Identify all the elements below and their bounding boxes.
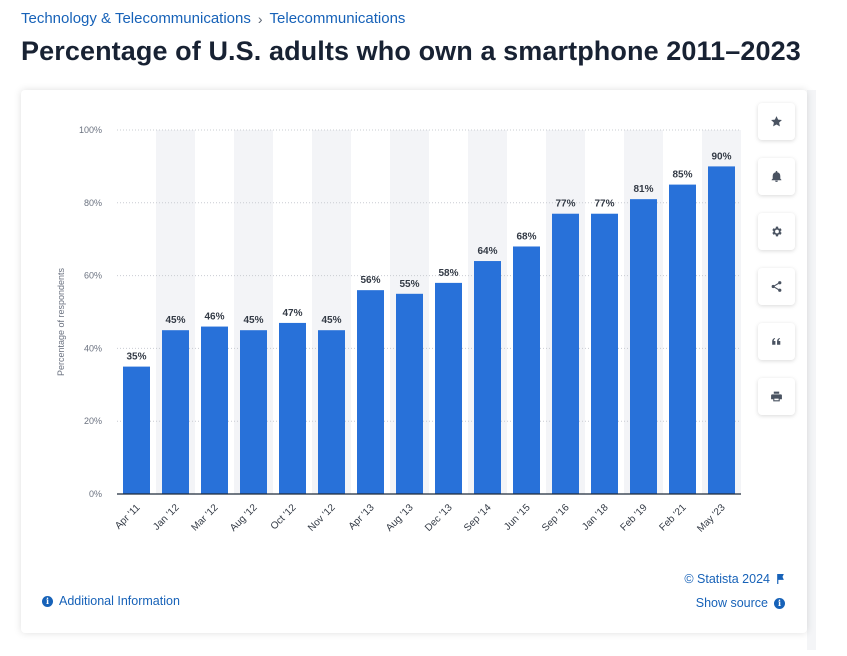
bar <box>552 213 579 494</box>
data-label: 55% <box>399 279 419 290</box>
x-tick-label: Jan '12 <box>151 502 182 533</box>
x-tick-label: Apr '11 <box>113 502 143 532</box>
data-label: 58% <box>438 268 458 279</box>
bar <box>396 293 423 494</box>
x-tick-label: Aug '13 <box>384 502 416 534</box>
x-tick-label: Nov '12 <box>306 502 338 534</box>
data-label: 46% <box>204 312 224 323</box>
data-label: 77% <box>555 199 575 210</box>
additional-information-label: Additional Information <box>59 594 180 608</box>
cite-button[interactable] <box>758 323 795 360</box>
show-source-link[interactable]: Show source i <box>696 596 785 610</box>
data-label: 68% <box>516 231 536 242</box>
settings-button[interactable] <box>758 213 795 250</box>
x-tick-label: Apr '13 <box>347 502 377 532</box>
bar <box>279 322 306 494</box>
breadcrumb: Technology & Telecommunications › Teleco… <box>21 10 405 27</box>
bar <box>474 261 501 494</box>
x-tick-label: Feb '19 <box>618 502 649 533</box>
bar <box>591 213 618 494</box>
page-title: Percentage of U.S. adults who own a smar… <box>21 36 801 66</box>
x-tick-label: Jun '15 <box>502 502 533 533</box>
bar <box>240 330 267 494</box>
y-tick-label: 0% <box>89 489 102 499</box>
print-button[interactable] <box>758 378 795 415</box>
bar <box>708 166 735 494</box>
bar <box>162 330 189 494</box>
data-label: 85% <box>672 170 692 181</box>
notification-button[interactable] <box>758 158 795 195</box>
x-tick-label: Dec '13 <box>423 502 455 534</box>
gear-icon <box>772 226 782 237</box>
flag-icon <box>777 574 784 584</box>
bar <box>513 246 540 494</box>
breadcrumb-separator: › <box>257 10 263 27</box>
star-icon <box>771 116 782 127</box>
bar <box>630 199 657 494</box>
chart-toolbar <box>758 103 795 433</box>
y-tick-label: 40% <box>84 343 102 353</box>
breadcrumb-technology[interactable]: Technology & Telecommunications <box>21 10 251 27</box>
statista-copyright[interactable]: © Statista 2024 <box>684 572 785 586</box>
bar <box>318 330 345 494</box>
bar <box>201 326 228 494</box>
data-label: 64% <box>477 246 497 257</box>
additional-information-link[interactable]: i Additional Information <box>42 594 180 608</box>
copyright-label: © Statista 2024 <box>684 572 770 586</box>
bar <box>669 184 696 494</box>
quote-icon <box>772 337 781 345</box>
x-tick-label: Feb '21 <box>657 502 688 533</box>
card-side-background <box>807 90 816 650</box>
show-source-label: Show source <box>695 596 768 610</box>
info-icon: i <box>42 595 53 607</box>
x-tick-label: May '23 <box>695 502 728 535</box>
data-label: 77% <box>594 199 614 210</box>
y-tick-label: 80% <box>84 198 102 208</box>
bell-icon <box>771 170 782 182</box>
bar <box>357 290 384 494</box>
data-label: 45% <box>165 315 185 326</box>
x-tick-label: Oct '12 <box>269 502 299 532</box>
info-icon: i <box>774 597 785 609</box>
y-tick-label: 100% <box>79 125 102 135</box>
print-icon <box>771 391 782 402</box>
x-tick-label: Sep '14 <box>462 502 494 534</box>
y-axis-title: Percentage of respondents <box>56 267 66 376</box>
data-label: 35% <box>126 352 146 363</box>
bar <box>123 366 150 494</box>
data-label: 47% <box>282 308 302 319</box>
bar <box>435 282 462 494</box>
data-label: 90% <box>711 151 731 162</box>
share-icon <box>771 281 782 292</box>
x-tick-label: Sep '16 <box>540 502 572 534</box>
breadcrumb-telecommunications[interactable]: Telecommunications <box>269 10 406 27</box>
x-tick-label: Aug '12 <box>228 502 260 534</box>
data-label: 45% <box>243 315 263 326</box>
y-tick-label: 60% <box>84 271 102 281</box>
favorite-button[interactable] <box>758 103 795 140</box>
data-label: 81% <box>633 184 653 195</box>
x-tick-label: Mar '12 <box>189 502 220 533</box>
y-tick-label: 20% <box>84 416 102 426</box>
data-label: 56% <box>360 275 380 286</box>
x-tick-label: Jan '18 <box>580 502 611 533</box>
data-label: 45% <box>321 315 341 326</box>
share-button[interactable] <box>758 268 795 305</box>
